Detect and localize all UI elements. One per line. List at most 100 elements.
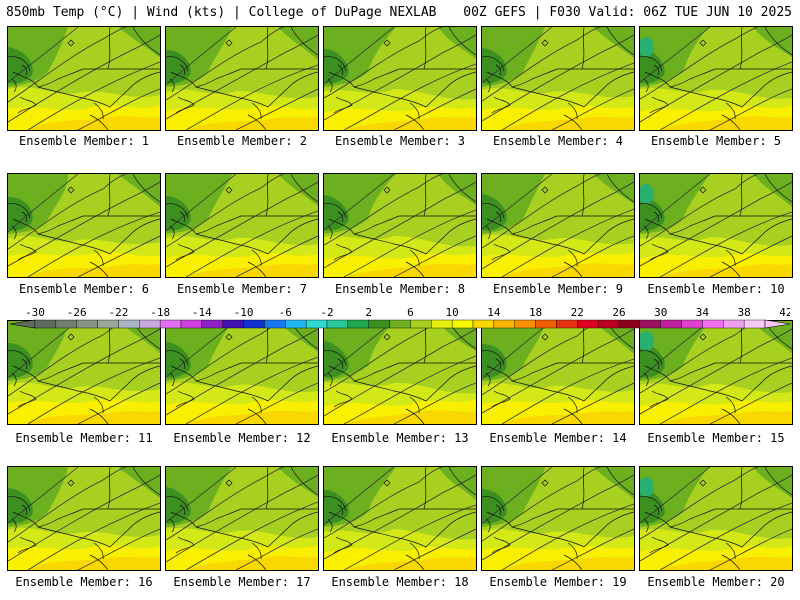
state-border bbox=[169, 504, 186, 533]
state-border bbox=[482, 496, 505, 512]
state-border bbox=[12, 68, 84, 88]
state-border bbox=[247, 102, 267, 130]
ensemble-map bbox=[482, 27, 634, 130]
temp-band-18 bbox=[502, 411, 634, 424]
height-contour bbox=[166, 34, 318, 120]
colorbar-tick-label: -6 bbox=[279, 306, 292, 319]
height-contour bbox=[551, 382, 634, 424]
state-border bbox=[643, 211, 660, 240]
state-border bbox=[89, 396, 109, 424]
height-contour bbox=[166, 467, 285, 541]
height-contour bbox=[77, 235, 160, 277]
height-contour bbox=[501, 503, 634, 570]
state-border bbox=[482, 203, 505, 219]
state-border bbox=[267, 71, 318, 108]
lake-marker bbox=[699, 186, 707, 194]
colorbar-tick-label: -2 bbox=[320, 306, 333, 319]
state-border bbox=[166, 350, 189, 366]
height-contour bbox=[324, 328, 476, 417]
state-border bbox=[643, 64, 660, 93]
temp-band-18 bbox=[186, 117, 318, 130]
state-border bbox=[486, 362, 558, 382]
temp-band-10-ne bbox=[753, 174, 792, 207]
state-border bbox=[423, 467, 427, 510]
temp-band-10-ne bbox=[438, 467, 476, 500]
lake-marker bbox=[541, 186, 549, 194]
state-border bbox=[721, 102, 741, 130]
ensemble-member-label: Ensemble Member: 10 bbox=[647, 282, 785, 296]
height-contour bbox=[8, 474, 160, 562]
state-border bbox=[107, 27, 111, 70]
height-contour bbox=[166, 467, 237, 523]
colorbar-tick-label: 14 bbox=[487, 306, 501, 319]
state-border bbox=[606, 174, 634, 203]
state-border bbox=[581, 174, 585, 217]
height-contour bbox=[185, 210, 318, 277]
state-border bbox=[169, 211, 186, 240]
state-border bbox=[267, 218, 318, 255]
colorbar-swatch bbox=[347, 319, 369, 329]
height-contour bbox=[324, 34, 476, 121]
height-contour bbox=[324, 467, 443, 539]
colorbar-tick-label: 6 bbox=[407, 306, 414, 319]
height-contour bbox=[77, 528, 160, 570]
state-border bbox=[511, 380, 585, 402]
ensemble-member-label: Ensemble Member: 15 bbox=[647, 431, 785, 445]
ensemble-panel-15 bbox=[639, 320, 793, 425]
height-contour bbox=[235, 88, 318, 130]
temp-band-8 bbox=[324, 49, 349, 84]
state-border bbox=[644, 68, 716, 88]
colorbar-tick-label: 2 bbox=[365, 306, 372, 319]
state-border bbox=[195, 86, 269, 108]
state-border bbox=[606, 27, 634, 56]
temperature-colorbar: -30 -26 -22 -18 -14 -10 -6 -2 2 6 10 14 18 22 26 30 34 38… bbox=[10, 306, 790, 329]
temp-band-8 bbox=[482, 343, 507, 378]
state-border bbox=[170, 215, 242, 235]
temp-band-18 bbox=[344, 263, 476, 277]
state-border bbox=[290, 27, 318, 56]
temp-band-18 bbox=[502, 263, 634, 277]
ensemble-panel-8 bbox=[323, 173, 477, 278]
height-contour bbox=[77, 88, 160, 130]
state-border bbox=[169, 358, 186, 387]
ensemble-panel-10 bbox=[639, 173, 793, 278]
state-border bbox=[485, 64, 502, 93]
colorbar-swatch bbox=[493, 319, 515, 329]
temp-band-18 bbox=[28, 411, 160, 424]
height-contour bbox=[640, 467, 711, 524]
temp-band-10-ne bbox=[753, 27, 792, 57]
state-border bbox=[8, 203, 31, 219]
state-border bbox=[485, 358, 502, 387]
lake-marker bbox=[225, 479, 233, 487]
state-border bbox=[583, 218, 634, 255]
state-border bbox=[8, 350, 31, 366]
colorbar-tick-label: 22 bbox=[571, 306, 584, 319]
lake-marker bbox=[225, 333, 233, 341]
state-border bbox=[89, 249, 109, 277]
temp-band-10-ne bbox=[438, 174, 476, 205]
state-border bbox=[741, 71, 792, 108]
ensemble-panel-14 bbox=[481, 320, 635, 425]
state-border bbox=[405, 396, 425, 424]
temp-band-18 bbox=[186, 556, 318, 570]
colorbar-tick-label: 38 bbox=[738, 306, 751, 319]
state-border bbox=[132, 467, 160, 496]
state-border bbox=[324, 56, 347, 72]
ensemble-member-label: Ensemble Member: 4 bbox=[492, 134, 624, 148]
state-border bbox=[324, 203, 347, 219]
state-border bbox=[8, 56, 31, 72]
height-contour bbox=[8, 27, 79, 83]
state-border bbox=[485, 211, 502, 240]
height-contour bbox=[324, 181, 476, 269]
state-border bbox=[405, 102, 425, 130]
lake-marker bbox=[67, 186, 75, 194]
state-border bbox=[640, 56, 663, 72]
state-border bbox=[37, 86, 111, 108]
colorbar-swatch bbox=[34, 319, 57, 329]
temp-band-8 bbox=[8, 343, 33, 378]
height-contour bbox=[235, 528, 318, 570]
state-border bbox=[669, 526, 743, 548]
state-border bbox=[764, 467, 792, 496]
state-border bbox=[353, 86, 427, 108]
state-border bbox=[37, 526, 111, 548]
